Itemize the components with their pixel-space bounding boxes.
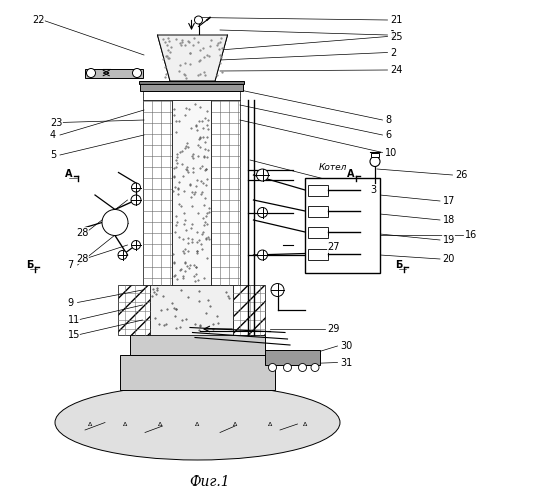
Bar — [307, 227, 327, 238]
Text: 7: 7 — [68, 260, 74, 270]
Text: А: А — [347, 169, 355, 179]
Circle shape — [268, 364, 276, 372]
Bar — [307, 248, 327, 260]
Polygon shape — [118, 285, 150, 335]
Polygon shape — [211, 100, 240, 285]
Circle shape — [271, 284, 284, 296]
Circle shape — [258, 250, 267, 260]
Text: 9: 9 — [68, 298, 73, 308]
Text: А: А — [65, 169, 73, 179]
Text: 28: 28 — [76, 254, 89, 264]
Text: 11: 11 — [68, 315, 80, 325]
Circle shape — [102, 210, 128, 236]
Text: 15: 15 — [68, 330, 80, 340]
Text: Δ: Δ — [88, 422, 92, 428]
Circle shape — [132, 183, 140, 192]
Text: 22: 22 — [32, 15, 45, 25]
Text: 31: 31 — [340, 358, 352, 368]
Text: 29: 29 — [327, 324, 340, 334]
Text: 28: 28 — [76, 228, 89, 237]
Bar — [140, 84, 242, 91]
Bar — [130, 335, 265, 355]
Text: 18: 18 — [442, 215, 455, 225]
Text: 2: 2 — [390, 48, 396, 58]
Text: Δ: Δ — [158, 422, 162, 428]
Text: Δ: Δ — [123, 422, 127, 428]
Text: 10: 10 — [385, 148, 397, 158]
Ellipse shape — [55, 385, 340, 460]
Circle shape — [86, 68, 96, 78]
Polygon shape — [150, 285, 233, 335]
Text: Δ: Δ — [233, 422, 237, 428]
Bar — [305, 178, 380, 272]
Text: 16: 16 — [465, 230, 477, 240]
Circle shape — [132, 68, 141, 78]
Text: 20: 20 — [442, 254, 455, 264]
Circle shape — [258, 208, 267, 218]
Text: 19: 19 — [442, 235, 455, 245]
Bar — [120, 355, 275, 390]
Bar — [307, 185, 327, 196]
Text: 30: 30 — [340, 341, 352, 351]
Polygon shape — [143, 100, 172, 285]
Circle shape — [132, 240, 140, 250]
Text: Фиг.1: Фиг.1 — [190, 476, 231, 490]
Circle shape — [131, 195, 141, 205]
Circle shape — [284, 364, 292, 372]
Text: 4: 4 — [50, 130, 56, 140]
Text: 21: 21 — [390, 15, 402, 25]
Text: 25: 25 — [390, 32, 402, 42]
Text: 3: 3 — [370, 185, 376, 195]
Circle shape — [299, 364, 307, 372]
Text: 24: 24 — [390, 65, 402, 75]
Polygon shape — [158, 35, 227, 81]
Text: 8: 8 — [385, 115, 391, 125]
Bar — [371, 152, 379, 156]
Text: 27: 27 — [327, 242, 340, 252]
Bar — [138, 81, 244, 84]
Text: Δ: Δ — [195, 422, 200, 428]
Circle shape — [194, 16, 202, 24]
Bar — [265, 350, 320, 365]
Polygon shape — [233, 285, 265, 335]
Text: Котел: Котел — [318, 162, 347, 172]
Bar — [143, 91, 240, 100]
Circle shape — [370, 156, 380, 166]
Bar — [85, 68, 143, 78]
Text: Δ: Δ — [303, 422, 307, 428]
Text: 1: 1 — [390, 30, 396, 40]
Circle shape — [118, 250, 127, 260]
Text: Б: Б — [26, 260, 33, 270]
Text: 23: 23 — [50, 118, 63, 128]
Bar — [307, 206, 327, 217]
Text: 26: 26 — [455, 170, 468, 180]
Text: 6: 6 — [385, 130, 391, 140]
Text: Δ: Δ — [268, 422, 272, 428]
Circle shape — [311, 364, 319, 372]
Circle shape — [256, 169, 268, 181]
Text: 5: 5 — [50, 150, 56, 160]
Polygon shape — [172, 100, 211, 285]
Text: Б: Б — [395, 260, 403, 270]
Text: 17: 17 — [442, 196, 455, 206]
